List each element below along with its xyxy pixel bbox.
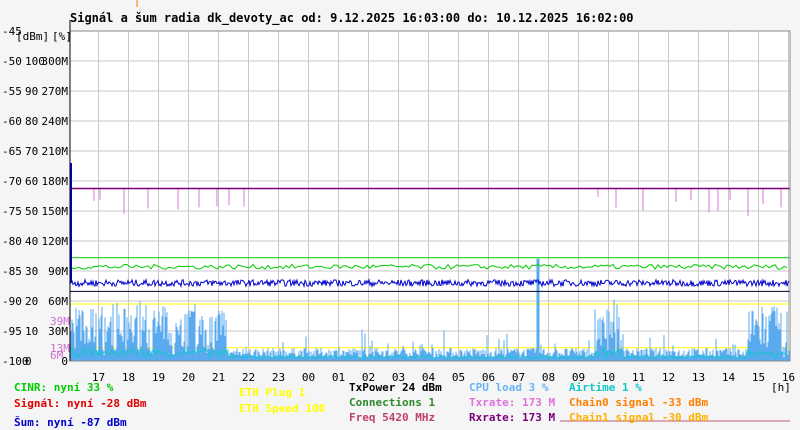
x-tick-label: 05	[452, 371, 465, 384]
x-tick-label: 02	[362, 371, 375, 384]
y-tick-label-dbm: -55	[2, 85, 22, 98]
y-tick-label-percent: 100	[25, 55, 45, 68]
x-tick-label: 16	[782, 371, 795, 384]
y-tick-label-percent: 40	[25, 235, 38, 248]
legend-txpower: TxPower 24 dBm	[349, 381, 442, 394]
y-tick-label-percent: 0	[25, 355, 32, 368]
legend-eth-plug: ETH Plug 1	[239, 386, 306, 399]
y-axis-unit-dbm: [dBm]	[16, 30, 49, 43]
legend-connections: Connections 1	[349, 396, 436, 409]
x-tick-label: 18	[122, 371, 135, 384]
y-axis-unit-percent: [%]	[52, 30, 72, 43]
x-tick-label: 01	[332, 371, 345, 384]
x-tick-label: 03	[392, 371, 405, 384]
y-tick-label-rate: 210M	[42, 145, 69, 158]
y-tick-label-rate: 180M	[42, 175, 69, 188]
x-tick-label: 07	[512, 371, 525, 384]
rate-marker-13m: 13M	[50, 342, 70, 355]
y-tick-label-dbm: -85	[2, 265, 22, 278]
y-tick-label-rate: 150M	[42, 205, 69, 218]
y-tick-label-rate: 90M	[48, 265, 68, 278]
x-tick-label: 20	[182, 371, 195, 384]
y-tick-label-dbm: -50	[2, 55, 22, 68]
y-tick-label-dbm: -100	[2, 355, 29, 368]
legend-txrate: Txrate: 173 M	[469, 396, 556, 409]
y-tick-label-dbm: -65	[2, 145, 22, 158]
x-tick-label: 13	[692, 371, 705, 384]
y-tick-label-percent: 20	[25, 295, 38, 308]
series-cinr	[69, 263, 788, 271]
y-tick-label-dbm: -60	[2, 115, 22, 128]
chart-title: Signál a šum radia dk_devoty_ac od: 9.12…	[70, 11, 634, 25]
series-airtime	[69, 346, 789, 360]
x-tick-label: 11	[632, 371, 645, 384]
legend-signal: Signál: nyní -28 dBm	[14, 397, 147, 410]
legend-cpu: CPU load 3 %	[469, 381, 549, 394]
y-tick-label-rate: 240M	[42, 115, 69, 128]
y-tick-label-percent: 90	[25, 85, 38, 98]
x-tick-label: 23	[272, 371, 285, 384]
plot-area	[70, 31, 790, 361]
x-axis-unit: [h]	[771, 381, 791, 394]
x-tick-label: 08	[542, 371, 555, 384]
x-tick-label: 15	[752, 371, 765, 384]
y-tick-label-rate: 60M	[48, 295, 68, 308]
legend-noise: Šum: nyní -87 dBm	[14, 416, 127, 429]
y-tick-label-dbm: -90	[2, 295, 22, 308]
x-tick-label: 17	[92, 371, 105, 384]
x-tick-label: 04	[422, 371, 436, 384]
legend-freq: Freq 5420 MHz	[349, 411, 436, 424]
y-tick-label-dbm: -70	[2, 175, 22, 188]
rate-marker-6m: 6M	[50, 349, 64, 362]
x-tick-label: 14	[722, 371, 736, 384]
y-tick-label-percent: 50	[25, 205, 38, 218]
x-tick-label: 12	[662, 371, 675, 384]
x-tick-label: 19	[152, 371, 165, 384]
y-tick-label-rate: 30M	[48, 325, 68, 338]
y-tick-label-dbm: -80	[2, 235, 22, 248]
y-tick-label-percent: 70	[25, 145, 38, 158]
y-tick-label-dbm: -95	[2, 325, 22, 338]
x-tick-label: 00	[302, 371, 315, 384]
x-tick-label: 09	[572, 371, 585, 384]
x-tick-label: 06	[482, 371, 495, 384]
legend-eth-speed: ETH Speed 100	[239, 402, 326, 415]
y-tick-label-rate: 300M	[42, 55, 69, 68]
rate-marker-39m: 39M	[50, 315, 70, 328]
y-tick-label-percent: 60	[25, 175, 38, 188]
x-tick-label: 21	[212, 371, 225, 384]
y-tick-label-percent: 10	[25, 325, 38, 338]
y-tick-label-percent: 80	[25, 115, 38, 128]
legend-chain1: Chain1 signal -30 dBm	[569, 411, 709, 424]
y-tick-label-rate: 120M	[42, 235, 69, 248]
y-tick-label-rate: 270M	[42, 85, 69, 98]
y-tick-label-rate: 0	[61, 355, 68, 368]
x-tick-label: 10	[602, 371, 615, 384]
legend-rxrate: Rxrate: 173 M	[469, 411, 556, 424]
x-tick-label: 22	[242, 371, 255, 384]
legend-chain0: Chain0 signal -33 dBm	[569, 396, 709, 409]
legend-airtime: Airtime 1 %	[569, 381, 642, 394]
y-tick-label-percent: 30	[25, 265, 38, 278]
y-tick-label-dbm: -45	[2, 25, 22, 38]
y-tick-label-dbm: -75	[2, 205, 22, 218]
legend-cinr: CINR: nyní 33 %	[14, 381, 114, 394]
series-noise	[69, 277, 790, 289]
